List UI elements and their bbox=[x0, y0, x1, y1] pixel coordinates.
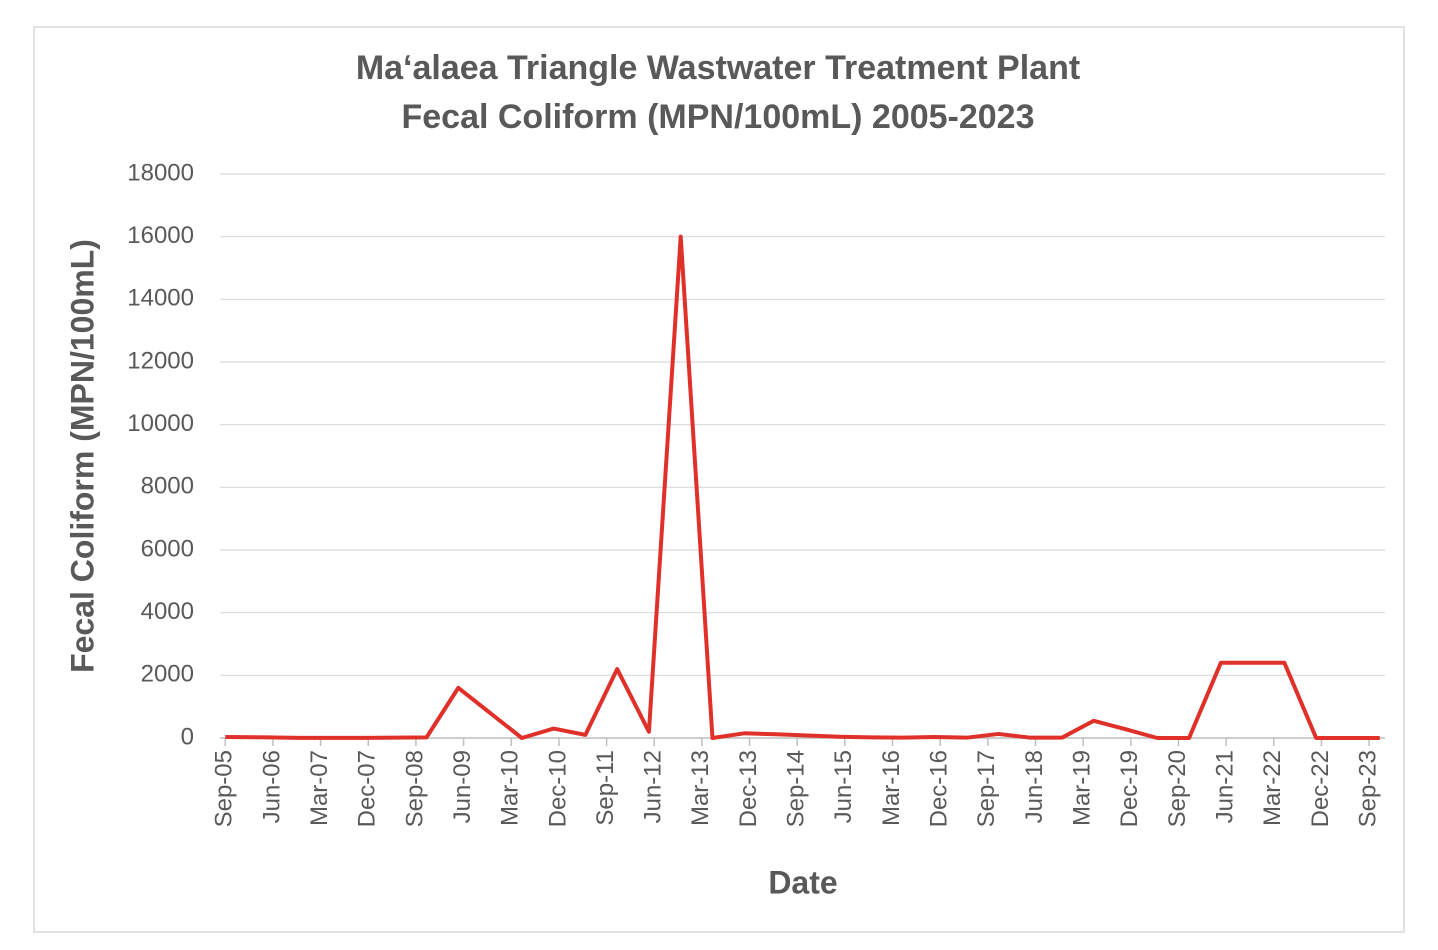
y-tick-label: 8000 bbox=[141, 473, 194, 500]
x-tick-label: Jun-06 bbox=[258, 750, 285, 823]
x-tick-label: Jun-15 bbox=[830, 750, 857, 823]
x-tick-label: Dec-19 bbox=[1116, 750, 1143, 827]
x-tick-label: Mar-13 bbox=[687, 750, 714, 826]
x-tick-label: Sep-17 bbox=[973, 750, 1000, 827]
x-tick-label: Sep-14 bbox=[783, 750, 810, 827]
y-tick-label: 16000 bbox=[127, 222, 194, 249]
x-tick-label: Mar-19 bbox=[1069, 750, 1096, 826]
x-axis-label: Date bbox=[768, 864, 837, 900]
x-tick-label: Sep-20 bbox=[1164, 750, 1191, 827]
y-tick-label: 18000 bbox=[127, 159, 194, 186]
x-tick-label: Sep-23 bbox=[1354, 750, 1381, 827]
x-tick-label: Dec-10 bbox=[544, 750, 571, 827]
x-tick-label: Jun-21 bbox=[1211, 750, 1238, 823]
y-tick-label: 14000 bbox=[127, 285, 194, 312]
y-axis-label: Fecal Coliform (MPN/100mL) bbox=[64, 239, 100, 673]
x-tick-label: Sep-05 bbox=[211, 750, 238, 827]
x-tick-label: Mar-22 bbox=[1259, 750, 1286, 826]
x-tick-label: Dec-22 bbox=[1307, 750, 1334, 827]
chart-title: Fecal Coliform (MPN/100mL) 2005-2023 bbox=[401, 98, 1034, 136]
x-tick-label: Sep-11 bbox=[592, 750, 619, 826]
x-tick-label: Dec-07 bbox=[354, 750, 381, 827]
chart-title: Maʻalaea Triangle Wastwater Treatment Pl… bbox=[356, 49, 1080, 87]
y-tick-label: 0 bbox=[181, 723, 194, 750]
x-tick-label: Dec-13 bbox=[735, 750, 762, 827]
data-line bbox=[225, 234, 1380, 740]
x-tick-label: Dec-16 bbox=[926, 750, 953, 827]
x-tick-label: Jun-12 bbox=[640, 750, 667, 823]
y-tick-label: 6000 bbox=[141, 535, 194, 562]
x-tick-label: Sep-08 bbox=[401, 750, 428, 827]
x-tick-label: Jun-09 bbox=[449, 750, 476, 823]
x-tick-label: Mar-16 bbox=[878, 750, 905, 826]
chart-border bbox=[33, 26, 1405, 933]
y-tick-label: 12000 bbox=[127, 347, 194, 374]
x-tick-label: Mar-10 bbox=[497, 750, 524, 826]
x-tick-label: Mar-07 bbox=[306, 750, 333, 826]
x-tick-label: Jun-18 bbox=[1021, 750, 1048, 823]
y-tick-label: 2000 bbox=[141, 661, 194, 688]
y-tick-label: 10000 bbox=[127, 410, 194, 437]
y-tick-label: 4000 bbox=[141, 598, 194, 625]
